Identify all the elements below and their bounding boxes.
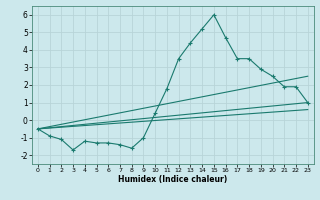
X-axis label: Humidex (Indice chaleur): Humidex (Indice chaleur) <box>118 175 228 184</box>
